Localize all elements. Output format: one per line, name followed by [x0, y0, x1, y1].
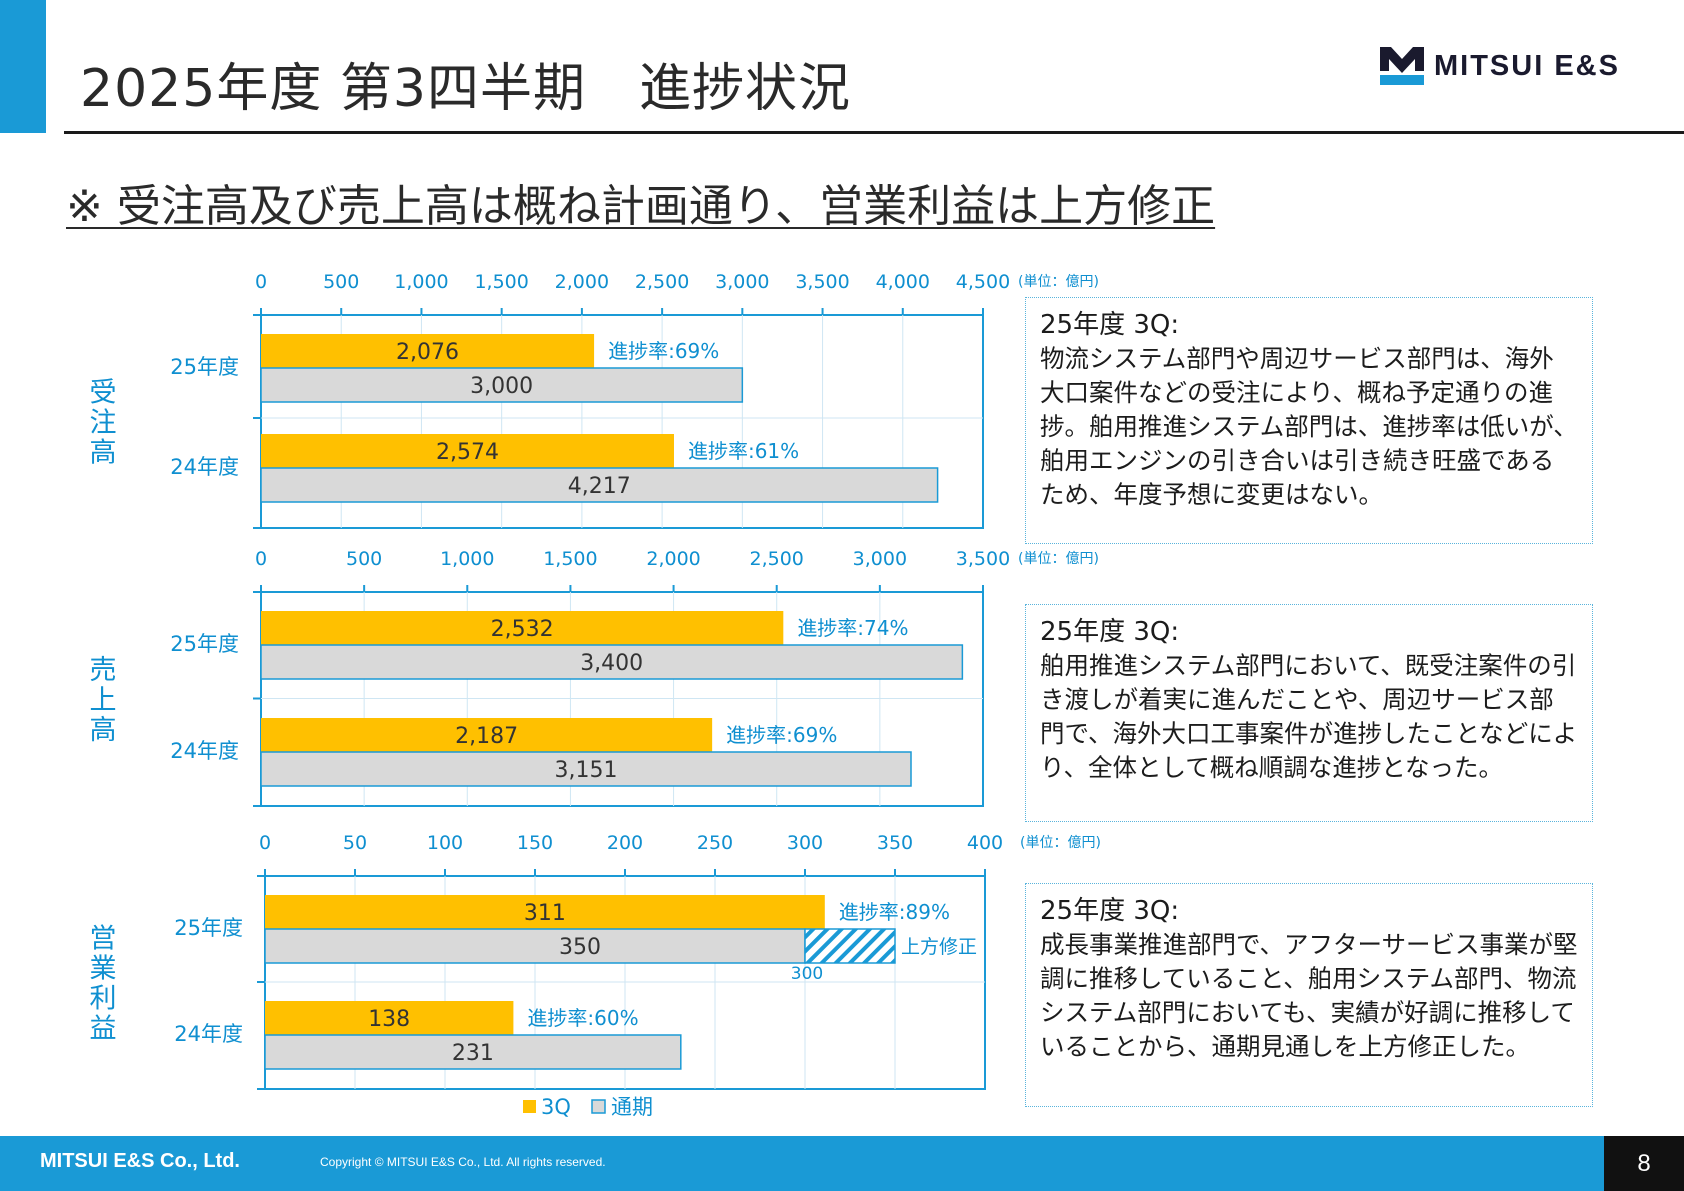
op_profit-bar-full — [264, 1034, 682, 1070]
orders-plot-frame — [260, 314, 984, 529]
orders-tick-label: 4,500 — [956, 271, 1010, 293]
sales-tick-label: 2,500 — [750, 548, 804, 570]
note-op-profit-body: 成長事業推進部門で、アフターサービス事業が堅調に推移していること、舶用システム部… — [1040, 930, 1578, 1061]
sales-bar-full — [260, 644, 964, 680]
orders-tick-label: 2,000 — [555, 271, 609, 293]
orders-bar-3q-label: 2,076 — [396, 340, 459, 365]
op_profit-progress-label: 進捗率:89% — [839, 900, 950, 924]
sales-progress-label: 進捗率:74% — [797, 616, 908, 640]
orders-tick-label: 3,000 — [715, 271, 769, 293]
op_profit-category-label: 25年度 — [174, 916, 243, 940]
orders-bar-full — [260, 467, 939, 503]
sales-tick-label: 1,500 — [543, 548, 597, 570]
op_profit-unit-label: (単位：億円) — [1020, 835, 1101, 851]
orders-bar-full — [260, 367, 744, 403]
footer-bar: MITSUI E&S Co., Ltd. Copyright © MITSUI … — [0, 1136, 1684, 1191]
sales-tick-label: 3,500 — [956, 548, 1010, 570]
footer-copyright: Copyright © MITSUI E&S Co., Ltd. All rig… — [320, 1155, 606, 1169]
sales-tick-label: 2,000 — [646, 548, 700, 570]
sales-category-label: 24年度 — [170, 739, 239, 763]
op_profit-tick-label: 0 — [259, 832, 271, 854]
mitsui-logo-icon — [1380, 47, 1424, 85]
summary-subtitle: ※ 受注高及び売上高は概ね計画通り、営業利益は上方修正 — [66, 181, 1216, 232]
orders-tick-label: 500 — [323, 271, 359, 293]
sales-bar-full-label: 3,400 — [580, 651, 643, 676]
orders-chart-title: 受注高 — [90, 378, 117, 469]
op_profit-chart-title: 営業利益 — [90, 924, 117, 1045]
orders-tick-label: 3,500 — [795, 271, 849, 293]
op_profit-bar-3q-label: 311 — [524, 901, 566, 926]
op_profit-tick-label: 250 — [697, 832, 733, 854]
legend-full-swatch — [591, 1099, 606, 1114]
note-sales-body: 舶用推進システム部門において、既受注案件の引き渡しが着実に進んだことや、周辺サー… — [1040, 651, 1578, 782]
op_profit-tick-label: 350 — [877, 832, 913, 854]
note-sales-heading: 25年度 3Q: — [1040, 617, 1180, 647]
orders-tick-label: 2,500 — [635, 271, 689, 293]
op_profit-bar-full-label: 231 — [452, 1041, 494, 1066]
op_profit-revision-label: 上方修正 — [901, 936, 977, 958]
op_profit-bar-full-label: 350 — [559, 935, 601, 960]
sales-bar-full — [260, 751, 912, 787]
orders-tick-label: 1,000 — [394, 271, 448, 293]
op_profit-bar-3q-label: 138 — [368, 1007, 410, 1032]
orders-tick-label: 0 — [255, 271, 267, 293]
note-sales: 25年度 3Q: 舶用推進システム部門において、既受注案件の引き渡しが着実に進ん… — [1025, 604, 1593, 822]
page-title: 2025年度 第3四半期 進捗状況 — [80, 59, 851, 119]
sales-bar-full-label: 3,151 — [555, 758, 618, 783]
op_profit-tick-label: 200 — [607, 832, 643, 854]
orders-bar-full-label: 3,000 — [470, 374, 533, 399]
orders-bar-3q — [261, 434, 674, 468]
orders-unit-label: (単位：億円) — [1018, 274, 1099, 290]
sales-bar-3q-label: 2,532 — [491, 617, 554, 642]
sales-chart-title: 売上高 — [90, 655, 117, 746]
orders-progress-label: 進捗率:69% — [608, 339, 719, 363]
legend-3q-swatch — [523, 1100, 536, 1113]
sales-bar-3q-label: 2,187 — [455, 724, 518, 749]
orders-tick-label: 1,500 — [474, 271, 528, 293]
op_profit-category-label: 24年度 — [174, 1022, 243, 1046]
sales-tick-label: 0 — [255, 548, 267, 570]
op_profit-bar-full — [264, 928, 806, 964]
sales-unit-label: (単位：億円) — [1018, 551, 1099, 567]
op_profit-tick-label: 50 — [343, 832, 367, 854]
legend-full-label: 通期 — [611, 1095, 653, 1119]
orders-category-label: 24年度 — [170, 455, 239, 479]
company-logo: MITSUI E&S — [1380, 46, 1620, 86]
op_profit-bar-3q — [265, 1001, 514, 1035]
op_profit-progress-label: 進捗率:60% — [527, 1006, 638, 1030]
op_profit-tick-label: 400 — [967, 832, 1003, 854]
page-number: 8 — [1604, 1136, 1684, 1191]
sales-tick-label: 1,000 — [440, 548, 494, 570]
sales-progress-label: 進捗率:69% — [726, 723, 837, 747]
header-accent-bar — [0, 0, 46, 133]
sales-bar-3q — [261, 611, 784, 645]
legend-3q-label: 3Q — [541, 1095, 571, 1119]
sales-tick-label: 3,000 — [853, 548, 907, 570]
orders-bar-3q-label: 2,574 — [436, 440, 499, 465]
orders-tick-label: 4,000 — [876, 271, 930, 293]
orders-category-label: 25年度 — [170, 355, 239, 379]
sales-category-label: 25年度 — [170, 632, 239, 656]
footer-company: MITSUI E&S Co., Ltd. — [40, 1150, 240, 1172]
op_profit-tick-label: 300 — [787, 832, 823, 854]
logo-text: MITSUI E&S — [1434, 49, 1620, 82]
note-orders-heading: 25年度 3Q: — [1040, 310, 1180, 340]
charts-canvas: 0 500 1,000 1,500 2,000 2,500 3,000 3,500 4,000 4… — [90, 271, 1101, 1119]
op_profit-bar-3q — [265, 895, 825, 929]
orders-bar-full-label: 4,217 — [568, 474, 631, 499]
title-divider — [64, 131, 1684, 134]
sales-tick-label: 500 — [346, 548, 382, 570]
op_profit-revision-from-label: 300 — [791, 964, 823, 984]
note-orders: 25年度 3Q: 物流システム部門や周辺サービス部門は、海外大口案件などの受注に… — [1025, 297, 1593, 544]
note-op-profit: 25年度 3Q: 成長事業推進部門で、アフターサービス事業が堅調に推移しているこ… — [1025, 883, 1593, 1107]
orders-progress-label: 進捗率:61% — [688, 439, 799, 463]
op_profit-tick-label: 100 — [427, 832, 463, 854]
note-orders-body: 物流システム部門や周辺サービス部門は、海外大口案件などの受注により、概ね予定通り… — [1040, 344, 1578, 509]
sales-bar-3q — [261, 718, 713, 752]
op_profit-bar-revision — [804, 928, 896, 964]
note-op-profit-heading: 25年度 3Q: — [1040, 896, 1180, 926]
op_profit-tick-label: 150 — [517, 832, 553, 854]
orders-bar-3q — [261, 334, 595, 368]
